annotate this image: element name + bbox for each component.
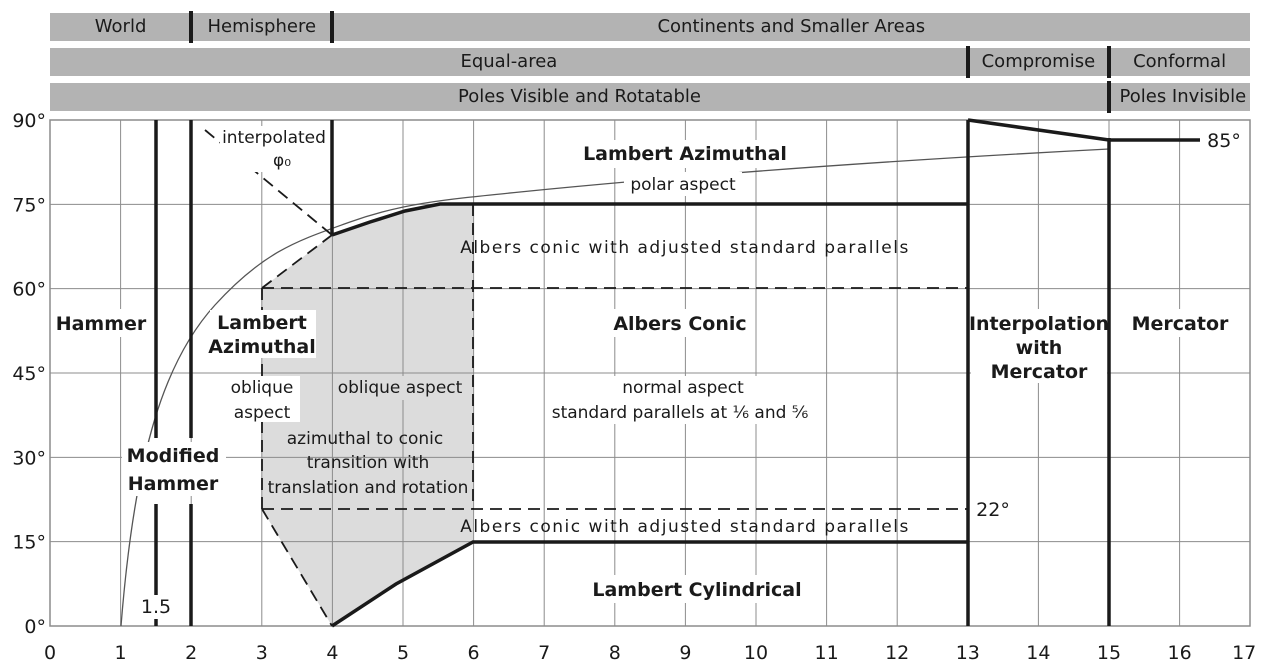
header-cell-1-0: Equal-area xyxy=(460,51,558,72)
header-cell-1-2: Conformal xyxy=(1133,51,1227,72)
boundary-mercator-top xyxy=(967,118,1200,142)
x-tick-label: 5 xyxy=(397,642,409,664)
x-tick-label: 17 xyxy=(1232,642,1256,664)
region-labels: Hammer Modified Hammer Lambert Azimuthal… xyxy=(56,126,1245,619)
header-separator-0-1 xyxy=(189,11,194,43)
label-22-degrees: 22° xyxy=(976,499,1010,521)
y-tick-label: 75° xyxy=(12,194,46,216)
header-row-1 xyxy=(50,48,1251,76)
x-tick-label: 2 xyxy=(185,642,197,664)
header-cell-0-1: Hemisphere xyxy=(207,16,317,37)
x-tick-label: 1 xyxy=(115,642,127,664)
phi-zero-label: φ₀ xyxy=(273,151,291,171)
x-tick-label: 0 xyxy=(44,642,56,664)
x-tick-label: 16 xyxy=(1168,642,1192,664)
boundary-lower xyxy=(331,540,968,628)
x-tick-label: 9 xyxy=(679,642,691,664)
transition-shaded-region xyxy=(262,204,473,626)
header-separator-1-1 xyxy=(965,46,970,78)
lambert-cylindrical-label: Lambert Cylindrical xyxy=(592,579,801,601)
modified-hammer-label-2: Hammer xyxy=(128,473,219,495)
albers-adjusted-bottom-label: Albers conic with adjusted standard para… xyxy=(460,517,910,537)
x-tick-label: 12 xyxy=(885,642,909,664)
lambert-azimuthal-label-2: Azimuthal xyxy=(208,336,316,358)
polar-aspect-label: polar aspect xyxy=(630,175,736,195)
oblique-aspect-right-label: oblique aspect xyxy=(338,378,463,398)
x-tick-label: 13 xyxy=(956,642,980,664)
label-1-5: 1.5 xyxy=(141,596,171,618)
modified-hammer-label: Modified xyxy=(127,445,220,467)
mercator-label: Mercator xyxy=(1132,313,1229,335)
oblique-aspect-left-label-2: aspect xyxy=(234,403,291,423)
header-row-0 xyxy=(50,13,1251,41)
oblique-aspect-left-label: oblique xyxy=(231,378,294,398)
plot-frame xyxy=(49,119,1251,627)
x-tick-label: 8 xyxy=(609,642,621,664)
y-tick-label: 90° xyxy=(12,110,46,132)
transition-label-2: transition with xyxy=(307,453,429,473)
transition-label-3: translation and rotation xyxy=(268,478,469,498)
header-cell-2-1: Poles Invisible xyxy=(1119,86,1247,107)
label-85-degrees: 85° xyxy=(1207,130,1241,152)
x-tick-label: 3 xyxy=(256,642,268,664)
x-tick-label: 14 xyxy=(1026,642,1050,664)
y-tick-label: 45° xyxy=(12,363,46,385)
y-tick-label: 0° xyxy=(24,616,46,638)
header-cell-0-2: Continents and Smaller Areas xyxy=(657,16,926,37)
x-tick-label: 11 xyxy=(815,642,839,664)
y-tick-label: 15° xyxy=(12,532,46,554)
y-tick-label: 60° xyxy=(12,279,46,301)
y-tick-label: 30° xyxy=(12,447,46,469)
interpolation-label: Interpolation xyxy=(969,313,1109,335)
header-separator-2-1 xyxy=(1107,81,1111,113)
dashed-upper-diag xyxy=(261,234,333,289)
header-separator-0-2 xyxy=(330,11,335,43)
x-tick-label: 10 xyxy=(744,642,768,664)
x-tick-label: 7 xyxy=(538,642,550,664)
header-cell-2-0: Poles Visible and Rotatable xyxy=(458,86,701,107)
x-tick-label: 6 xyxy=(468,642,480,664)
albers-conic-label: Albers Conic xyxy=(613,313,746,335)
lambert-azimuthal-label: Lambert xyxy=(217,312,307,334)
standard-parallels-label: standard parallels at ⅙ and ⅚ xyxy=(552,403,809,423)
interpolation-label-3: Mercator xyxy=(991,361,1088,383)
header-row-2 xyxy=(50,83,1251,111)
header-cell-1-1: Compromise xyxy=(981,51,1096,72)
x-tick-label: 4 xyxy=(326,642,338,664)
normal-aspect-label: normal aspect xyxy=(622,378,744,398)
interpolation-label-2: with xyxy=(1016,337,1063,359)
boundary-upper-curve xyxy=(331,202,968,237)
dashed-lower-diag xyxy=(261,508,333,627)
header-cell-0-0: World xyxy=(94,16,147,37)
transition-label-1: azimuthal to conic xyxy=(287,429,443,449)
heavy-boundaries xyxy=(154,118,1200,628)
hammer-label: Hammer xyxy=(56,313,147,335)
header-separator-1-2 xyxy=(1107,46,1111,78)
albers-adjusted-top-label: Albers conic with adjusted standard para… xyxy=(460,238,910,258)
lambert-azimuthal-polar-label: Lambert Azimuthal xyxy=(583,143,787,165)
axis-labels: 0 1 2 3 4 5 6 7 8 9 10 11 12 13 14 15 16 170°15°30°45°60°… xyxy=(12,110,1256,664)
x-tick-label: 15 xyxy=(1097,642,1121,664)
interpolated-label: interpolated xyxy=(222,128,326,148)
